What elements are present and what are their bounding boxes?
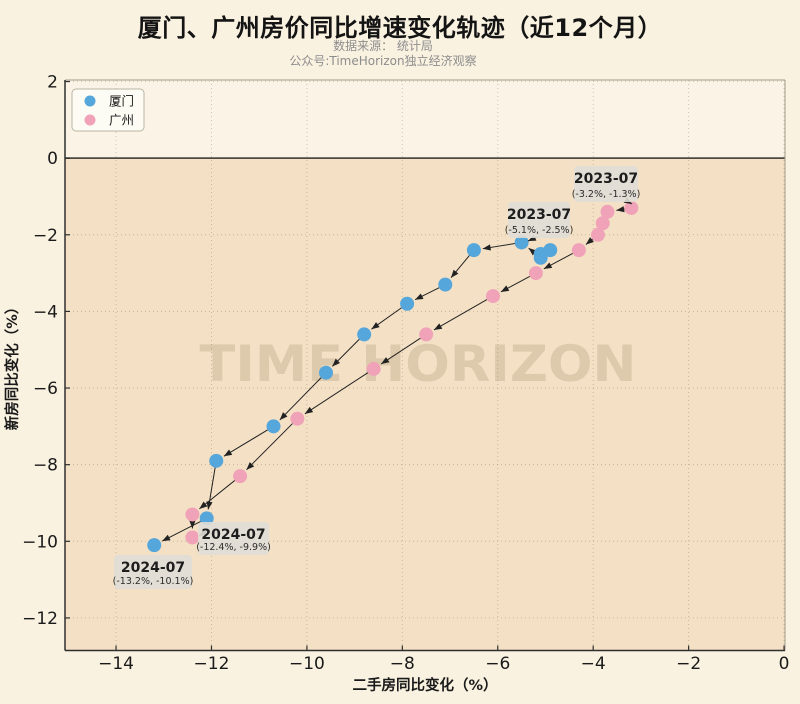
data-point [595,216,610,231]
svg-text:0: 0 [779,654,790,674]
svg-text:−2: −2 [33,226,58,246]
data-point [571,243,586,258]
data-point [624,200,639,215]
annotation-date: 2023-07 [574,171,638,187]
data-point [400,296,415,311]
series-path-guangzhou [189,206,626,529]
annotation-values: (-12.4%, -9.9%) [196,542,271,553]
annotation-values: (-5.1%, -2.5%) [505,225,574,236]
data-point [543,243,558,258]
data-point [419,327,434,342]
series-points-xiamen [147,235,558,553]
legend-marker-xiamen [84,95,96,107]
data-point [590,227,605,242]
annotation-date: 2024-07 [201,527,265,543]
data-point [199,511,214,526]
annotation-date: 2023-07 [507,207,571,223]
data-point [209,453,224,468]
axis-labels: 二手房同比变化（%） 新房同比变化（%） [3,300,498,694]
annotation-2023-07: 2023-07 (-3.2%, -1.3%) [572,166,641,205]
data-point [600,204,615,219]
watermark: TIME HORIZON [200,335,637,393]
svg-text:−14: −14 [98,654,134,674]
svg-text:−4: −4 [33,302,58,322]
data-point [185,507,200,522]
annotation-box [508,202,570,238]
annotation-date: 2024-07 [121,560,185,576]
data-point [318,365,333,380]
svg-text:−6: −6 [485,654,510,674]
legend-marker-guangzhou [84,114,96,126]
svg-text:−8: −8 [390,654,415,674]
svg-text:2: 2 [47,73,58,93]
annotation-box [574,166,638,202]
annotation-2024-07: 2024-07(-13.2%, -10.1%) [113,555,194,589]
svg-text:−6: −6 [33,379,58,399]
axis-ticks [65,80,785,651]
svg-text:−4: −4 [581,654,606,674]
svg-text:−10: −10 [289,654,325,674]
annotation-2024-07: 2024-07(-12.4%, -9.9%) [196,522,271,555]
data-point [357,327,372,342]
x-axis-label: 二手房同比变化（%） [352,676,497,694]
y-axis-label: 新房同比变化（%） [3,300,21,431]
data-point [438,277,453,292]
svg-text:−8: −8 [33,456,58,476]
svg-text:−10: −10 [22,532,58,552]
data-point [485,289,500,304]
annotation-values: (-13.2%, -10.1%) [113,576,194,587]
annotation-box [114,555,192,589]
svg-text:0: 0 [47,149,58,169]
svg-text:−2: −2 [676,654,701,674]
data-point [266,419,281,434]
annotation-2023-07: 2023-07 (-5.1%, -2.5%) [505,202,574,242]
data-point [290,411,305,426]
legend-label: 厦门 [109,94,134,109]
annotation-values: (-3.2%, -1.3%) [572,189,641,200]
data-point [233,469,248,484]
data-point [514,235,529,250]
svg-text:TIME HORIZON: TIME HORIZON [200,335,637,393]
data-point [466,243,481,258]
annotation-box [198,522,269,555]
axis-tick-labels: −14 −12 −10 −8 −6 −4 −2 0 2 0 −2 −4 −6 −8 −10 −12 [22,73,789,674]
svg-text:−12: −12 [194,654,230,674]
axes-spines [64,79,786,652]
data-point [185,530,200,545]
data-point [366,361,381,376]
data-point [533,250,548,265]
data-point [147,538,162,553]
data-point [528,266,543,281]
legend-label: 广州 [109,113,134,128]
svg-text:−12: −12 [22,609,58,629]
series-points-guangzhou [185,200,639,545]
